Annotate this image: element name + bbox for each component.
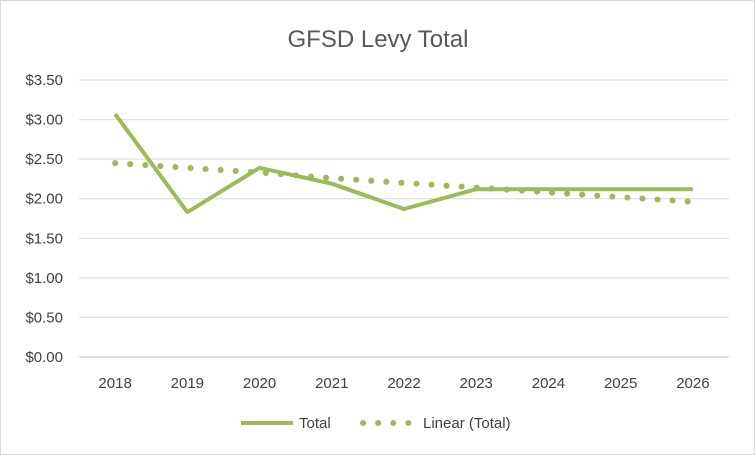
y-tick-label: $1.50 [25, 230, 63, 247]
y-tick-label: $0.00 [25, 349, 63, 366]
x-tick-label: 2025 [604, 375, 637, 392]
y-tick-label: $0.50 [25, 309, 63, 326]
series-line-total [113, 112, 693, 215]
y-tick-label: $3.50 [25, 72, 63, 89]
chart-title: GFSD Levy Total [288, 26, 469, 53]
x-tick-label: 2023 [460, 375, 493, 392]
x-axis-tick-labels: 2018 2019 2020 2021 2022 2023 2024 2025 2026 [98, 375, 709, 392]
y-axis-tick-labels: $0.00 $0.50 $1.00 $1.50 $2.00 $2.50 $3.00 $3.50 [25, 72, 63, 366]
legend-label-total: Total [299, 415, 331, 432]
legend: Total Linear (Total) [241, 415, 511, 432]
x-tick-label: 2024 [532, 375, 565, 392]
legend-label-trendline: Linear (Total) [423, 415, 511, 432]
x-tick-label: 2018 [98, 375, 131, 392]
y-tick-label: $1.00 [25, 270, 63, 287]
x-tick-label: 2021 [315, 375, 348, 392]
x-tick-label: 2019 [171, 375, 204, 392]
gridlines [79, 79, 729, 358]
series-layer [112, 112, 696, 215]
y-tick-label: $2.50 [25, 151, 63, 168]
y-tick-label: $3.00 [25, 112, 63, 129]
series-line-trendline [112, 160, 696, 205]
x-tick-label: 2026 [676, 375, 709, 392]
x-tick-label: 2022 [387, 375, 420, 392]
y-tick-label: $2.00 [25, 191, 63, 208]
x-tick-label: 2020 [243, 375, 276, 392]
